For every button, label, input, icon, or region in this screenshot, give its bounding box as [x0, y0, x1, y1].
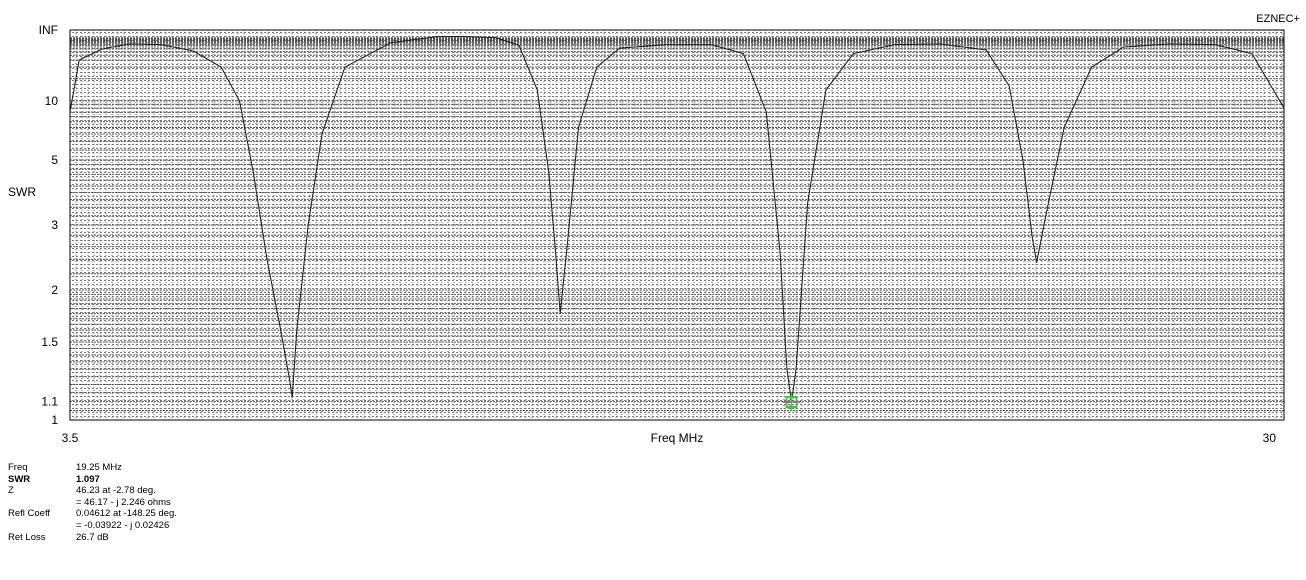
x-tick-label-end: 30 — [1263, 431, 1277, 445]
readout-row: = -0.03922 - j 0.02426 — [8, 520, 177, 532]
readout-row: Refl Coeff 0.04612 at -148.25 deg. — [8, 508, 177, 520]
y-tick-label: INF — [39, 23, 58, 37]
plot-border — [69, 29, 1285, 421]
readout-value: 1.097 — [76, 473, 100, 485]
readout-row: SWR 1.097 — [8, 474, 177, 486]
swr-chart: INF 10 5 3 2 1.5 1.1 1 SWR 3.5 30 Freq MHz EZNE… — [8, 13, 1300, 445]
y-tick-label: 1 — [51, 413, 58, 427]
readout-row: = 46.17 - j 2.246 ohms — [8, 497, 177, 509]
y-tick-label: 1.1 — [41, 394, 58, 408]
readout-value: 26.7 dB — [76, 531, 109, 543]
y-tick-label: 10 — [45, 94, 59, 108]
readout-row: Z 46.23 at -2.78 deg. — [8, 485, 177, 497]
vertical-gridlines — [75, 30, 1283, 420]
x-tick-label-start: 3.5 — [62, 431, 79, 445]
brand-label: EZNEC+ — [1256, 13, 1300, 25]
plot-area — [69, 29, 1285, 421]
readout-row: Ret Loss 26.7 dB — [8, 532, 177, 544]
readout-label: Freq — [8, 462, 28, 473]
readout-row: Freq 19.25 MHz — [8, 462, 177, 474]
readout-label: Ret Loss — [8, 531, 46, 543]
readout-value: 19.25 MHz — [76, 462, 122, 473]
readout-label: Refl Coeff — [8, 508, 51, 520]
y-tick-label: 1.5 — [41, 335, 58, 349]
y-tick-label: 5 — [51, 153, 58, 167]
y-axis-ticks: INF 10 5 3 2 1.5 1.1 1 — [39, 23, 59, 427]
horizontal-gridlines — [70, 37, 1284, 411]
y-tick-label: 3 — [51, 218, 58, 232]
swr-series-line — [70, 35, 1284, 403]
readout-value: = 46.17 - j 2.246 ohms — [76, 496, 171, 508]
x-axis-label: Freq MHz — [651, 431, 704, 445]
y-tick-label: 2 — [51, 283, 58, 297]
readout-value: = -0.03922 - j 0.02426 — [76, 519, 170, 531]
y-axis-label: SWR — [8, 185, 36, 199]
readout-label — [8, 497, 76, 509]
frequency-marker — [782, 393, 801, 411]
readout-label: Z — [8, 485, 14, 497]
readout-label: SWR — [8, 473, 31, 485]
readout-panel: Freq 19.25 MHz SWR 1.097 Z 46.23 at -2.78 deg… — [8, 462, 177, 543]
readout-value: 0.04612 at -148.25 deg. — [76, 508, 177, 520]
readout-label — [8, 520, 76, 532]
readout-value: 46.23 at -2.78 deg. — [76, 485, 156, 497]
